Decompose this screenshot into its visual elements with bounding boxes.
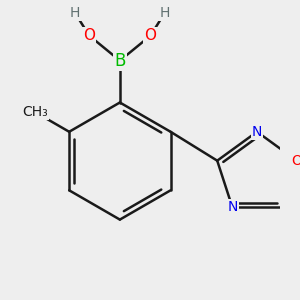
Text: H: H — [70, 6, 80, 20]
Text: CH₃: CH₃ — [22, 105, 48, 119]
Text: H: H — [159, 6, 170, 20]
Text: N: N — [227, 200, 238, 214]
Text: B: B — [114, 52, 126, 70]
Text: O: O — [291, 154, 300, 168]
Text: N: N — [252, 125, 262, 139]
Text: O: O — [83, 28, 95, 43]
Text: O: O — [145, 28, 157, 43]
